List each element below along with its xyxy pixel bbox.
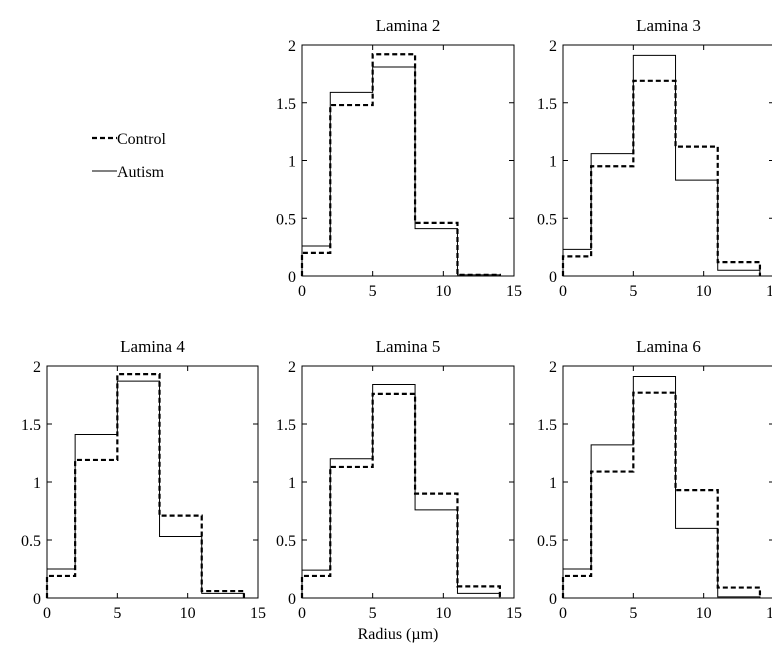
x-tick-label: 0 [43,605,51,622]
y-tick-label: 0.5 [21,533,41,550]
panel-title: Lamina 2 [376,16,441,35]
axes-frame [301,44,515,277]
x-tick-label: 15 [766,605,772,622]
y-tick-label: 1 [549,154,557,171]
y-tick-label: 1 [549,475,557,492]
x-tick-label: 0 [559,605,567,622]
y-tick-label: 1 [33,475,41,492]
x-tick-label: 5 [629,605,637,622]
y-tick-label: 1.5 [276,96,296,113]
y-tick-label: 2 [33,359,41,376]
axes-frame [301,365,515,599]
panel-title: Lamina 5 [376,337,441,356]
autism-step-line [562,375,761,598]
x-tick-label: 0 [559,283,567,300]
control-step-line [561,79,762,276]
panel-title: Lamina 6 [636,337,701,356]
autism-step-line [301,384,501,598]
x-tick-label: 0 [298,283,306,300]
x-tick-label: 15 [506,605,522,622]
x-tick-label: 15 [766,283,772,300]
x-tick-label: 15 [506,283,522,300]
panel-1: Lamina 2 0 5 10 15 0 0.5 1 1.5 2 [276,16,522,300]
y-tick-label: 0.5 [537,533,557,550]
y-tick-label: 1 [288,475,296,492]
y-tick-label: 2 [288,359,296,376]
y-tick-label: 2 [549,359,557,376]
x-tick-label: 0 [298,605,306,622]
y-tick-label: 0.5 [276,211,296,228]
legend: Control Autism [92,131,166,181]
axes-frame [562,44,772,277]
y-tick-label: 1.5 [537,96,557,113]
panel-5: Lamina 6 0 5 10 15 0 0.5 1 1.5 2 [537,337,772,622]
y-tick-label: 2 [288,38,296,55]
panel-4: Lamina 5 0 5 10 15 0 0.5 1 1.5 2 [276,337,522,622]
autism-step-line [46,380,245,598]
control-step-line [300,53,501,276]
panel-2: Lamina 3 0 5 10 15 0 0.5 1 1.5 2 [537,16,772,300]
panel-title: Lamina 3 [636,16,701,35]
y-tick-label: 1.5 [537,417,557,434]
y-tick-label: 1.5 [21,417,41,434]
autism-step-line [562,54,761,276]
control-step-line [300,392,501,598]
y-tick-label: 1 [288,154,296,171]
legend-autism-label: Autism [117,164,165,181]
y-tick-label: 0 [288,269,296,286]
panel-title: Lamina 4 [120,337,185,356]
x-tick-label: 10 [435,605,451,622]
control-step-line [45,373,246,598]
x-tick-label: 10 [696,605,712,622]
x-tick-label: 5 [113,605,121,622]
y-tick-label: 0.5 [537,211,557,228]
y-tick-label: 0 [33,591,41,608]
y-tick-label: 0 [549,269,557,286]
x-tick-label: 5 [629,283,637,300]
x-tick-label: 10 [180,605,196,622]
panel-3: Lamina 4 0 5 10 15 0 0.5 1 1.5 2 [21,337,266,622]
axes-frame [562,365,772,599]
y-tick-label: 0 [288,591,296,608]
x-tick-label: 15 [250,605,266,622]
axes-frame [46,365,259,599]
y-tick-label: 1.5 [276,417,296,434]
y-tick-label: 0 [549,591,557,608]
legend-control-label: Control [117,131,166,148]
x-tick-label: 5 [369,605,377,622]
y-tick-label: 0.5 [276,533,296,550]
x-tick-label: 5 [369,283,377,300]
x-tick-label: 10 [435,283,451,300]
y-tick-label: 2 [549,38,557,55]
x-tick-label: 10 [696,283,712,300]
x-axis-label: Radius (µm) [358,626,439,643]
control-step-line [561,391,762,598]
autism-step-line [301,66,501,276]
